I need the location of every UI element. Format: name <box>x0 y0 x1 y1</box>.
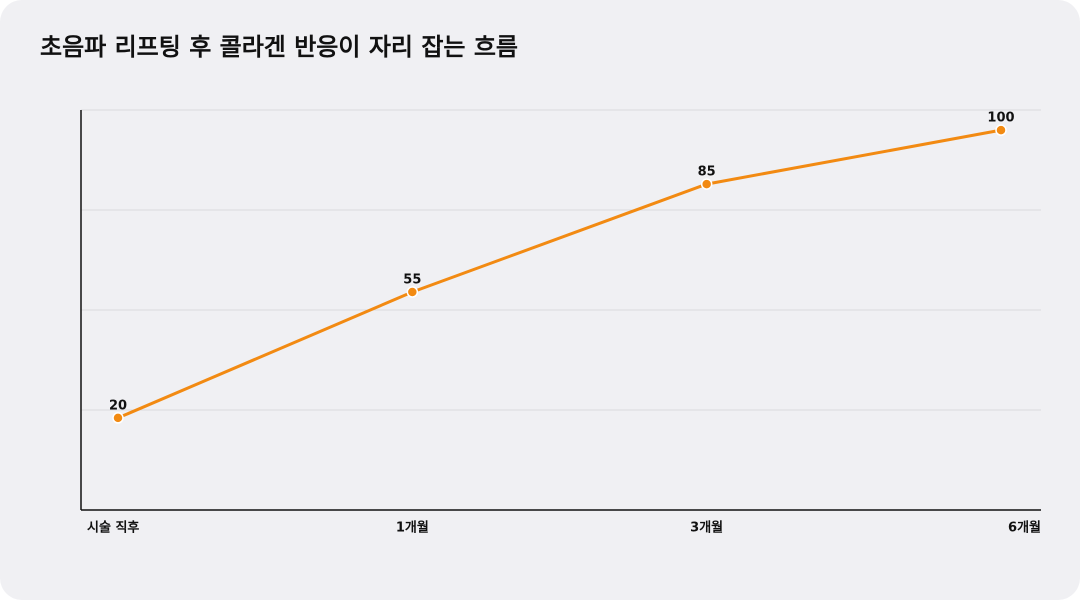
data-label: 20 <box>109 398 127 413</box>
x-tick-label: 시술 직후 <box>87 520 139 536</box>
x-tick-label: 1개월 <box>396 520 429 536</box>
x-tick-label: 6개월 <box>1008 520 1041 536</box>
line <box>117 128 1002 420</box>
point <box>700 178 713 190</box>
x-tick-label: 3개월 <box>690 520 723 536</box>
point <box>112 412 124 424</box>
point <box>995 124 1007 136</box>
data-label: 55 <box>403 273 421 288</box>
point <box>406 286 419 298</box>
data-label: 85 <box>698 165 716 180</box>
data-label: 100 <box>987 111 1014 126</box>
chart-title: 초음파 리프팅 후 콜라겐 반응이 자리 잡는 흐름 <box>40 33 518 61</box>
